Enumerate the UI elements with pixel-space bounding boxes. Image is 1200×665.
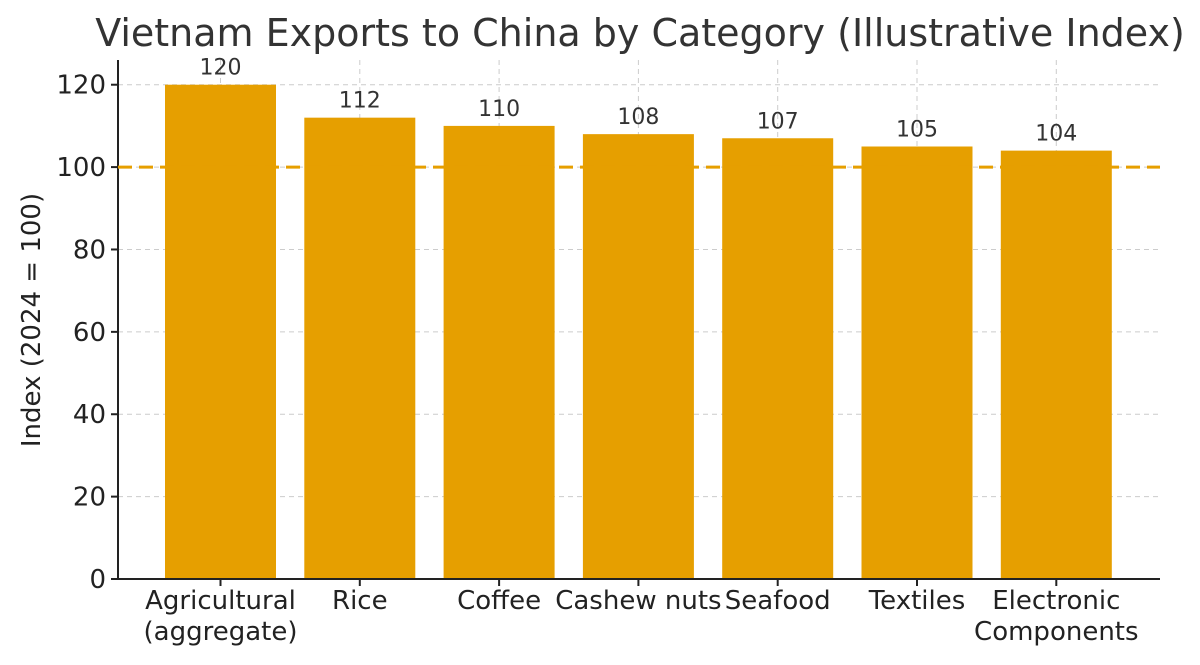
data-label: 110 <box>478 97 520 122</box>
y-tick-label: 20 <box>73 483 106 513</box>
x-tick-label: Coffee <box>457 586 541 616</box>
y-axis-label: Index (2024 = 100) <box>17 193 47 447</box>
bar <box>861 146 973 579</box>
bar <box>304 117 416 580</box>
data-label: 107 <box>757 109 799 134</box>
label-layer: 120 112 110 108 107 105 104 <box>200 56 1078 147</box>
x-tick-label: Electronic Components <box>974 586 1139 647</box>
y-tick-label: 0 <box>89 565 106 595</box>
bar <box>722 138 834 579</box>
bar-layer <box>165 84 1112 580</box>
y-tick-label: 100 <box>56 153 106 183</box>
x-tick-label: Cashew nuts <box>555 586 721 616</box>
x-tick-label: Rice <box>332 586 388 616</box>
y-tick-label: 120 <box>56 71 106 101</box>
x-tick-label: Textiles <box>868 586 966 616</box>
y-tick-label: 40 <box>73 400 106 430</box>
y-tick-label: 60 <box>73 318 106 348</box>
x-tick-label: Seafood <box>725 586 831 616</box>
axis-layer: 0 20 40 60 80 100 120 Agricultural (aggregate) Ri… <box>56 60 1160 647</box>
data-label: 104 <box>1035 122 1077 147</box>
bar <box>443 125 555 580</box>
x-tick-label: Agricultural (aggregate) <box>144 586 298 647</box>
y-tick-label: 80 <box>73 235 106 265</box>
data-label: 105 <box>896 118 938 143</box>
bar <box>1000 150 1112 579</box>
data-label: 112 <box>339 89 381 114</box>
bar <box>582 134 694 579</box>
chart-title: Vietnam Exports to China by Category (Il… <box>95 11 1185 55</box>
data-label: 120 <box>200 56 242 81</box>
data-label: 108 <box>617 105 659 130</box>
bar <box>165 84 276 579</box>
